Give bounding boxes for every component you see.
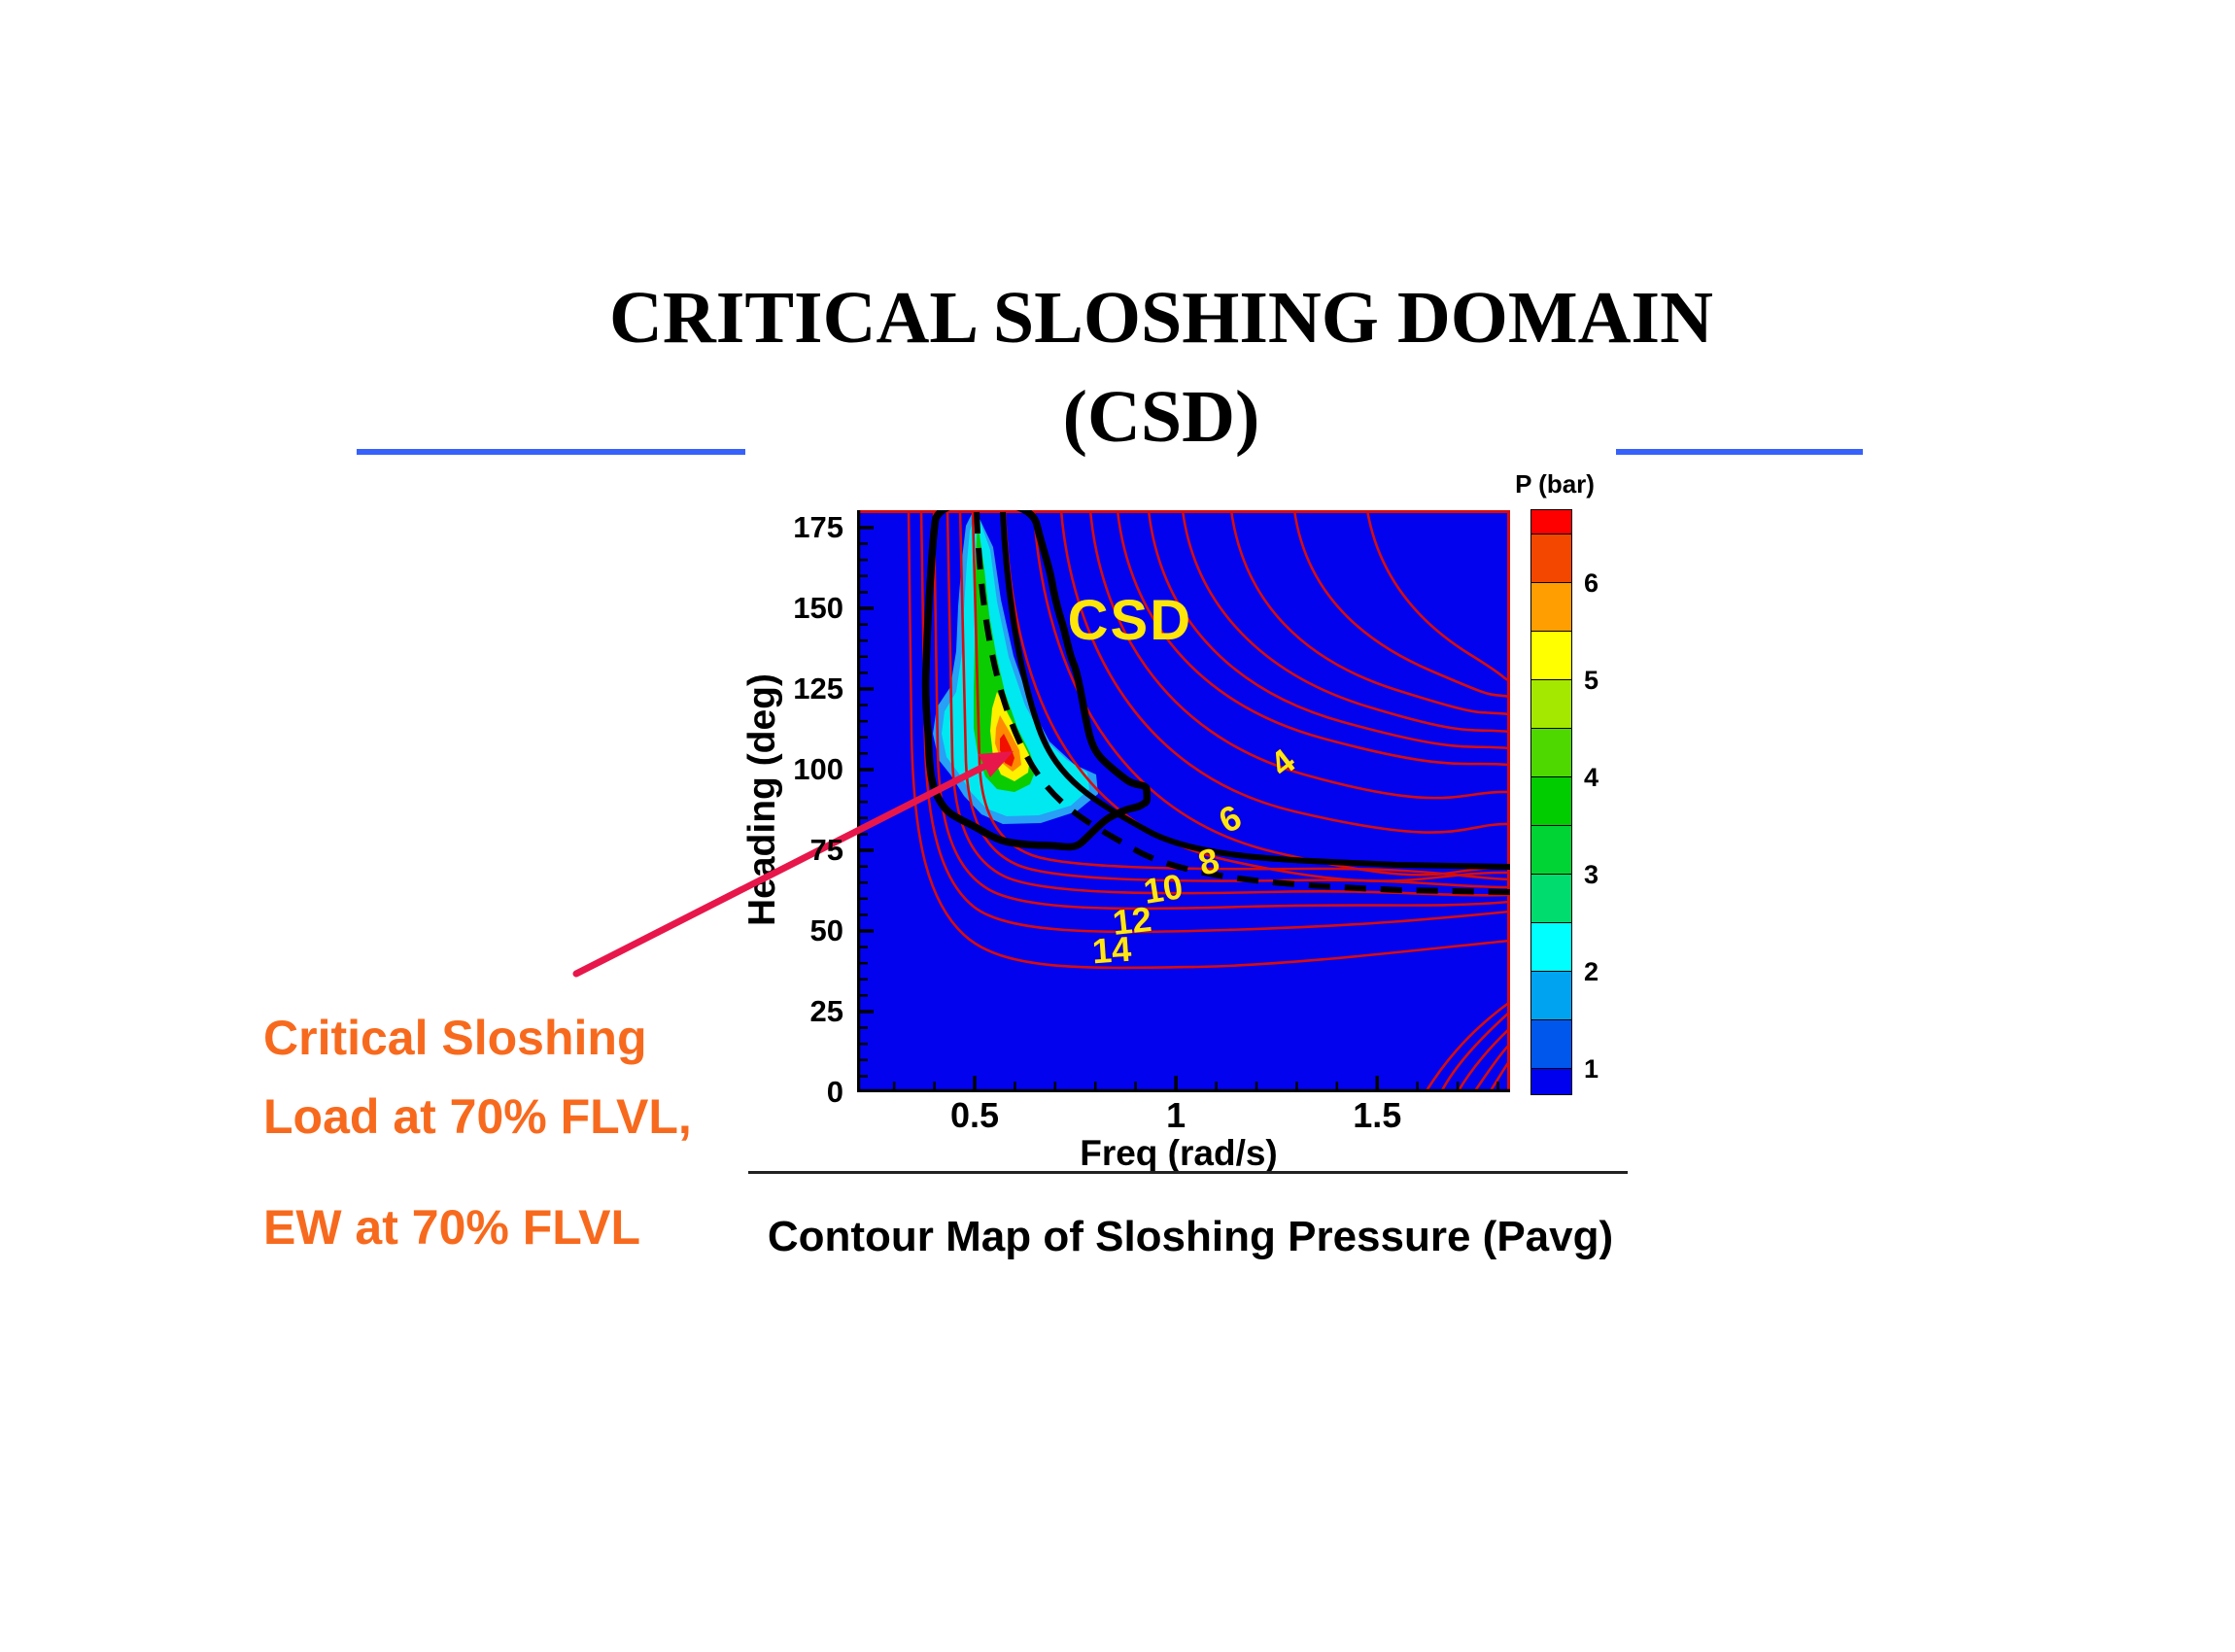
arrow-line bbox=[572, 758, 997, 978]
colorbar-segment bbox=[1530, 728, 1572, 777]
annotation-line-3: EW at 70% FLVL bbox=[263, 1200, 641, 1255]
colorbar-tick-label: 6 bbox=[1584, 568, 1599, 598]
colorbar-segment bbox=[1530, 1068, 1572, 1095]
slide-title-line-2: (CSD) bbox=[1062, 376, 1260, 458]
contour-value-label: 14 bbox=[1090, 928, 1133, 972]
arrow-head bbox=[979, 751, 1014, 777]
limit-curve-solid bbox=[1000, 511, 1510, 870]
colorbar-segment bbox=[1530, 922, 1572, 972]
colorbar-tick-label: 5 bbox=[1584, 666, 1599, 695]
colorbar-segment bbox=[1530, 776, 1572, 826]
colorbar-segment bbox=[1530, 509, 1572, 534]
contour-lines bbox=[907, 510, 1510, 1092]
colorbar-segment bbox=[1530, 679, 1572, 729]
colorbar-segment bbox=[1530, 631, 1572, 680]
colorbar-tick-label: 2 bbox=[1584, 957, 1599, 986]
y-tick-label: 25 bbox=[809, 993, 843, 1028]
y-tick-label: 75 bbox=[809, 832, 843, 867]
x-axis-ticks bbox=[892, 1076, 1499, 1089]
colorbar-segment bbox=[1530, 582, 1572, 632]
y-tick-label: 50 bbox=[809, 912, 843, 947]
colorbar-segment bbox=[1530, 825, 1572, 875]
y-tick-label: 100 bbox=[793, 751, 843, 786]
annotation-line-1: Critical Sloshing bbox=[263, 1011, 647, 1065]
colorbar-segment bbox=[1530, 874, 1572, 923]
y-tick-label: 175 bbox=[793, 509, 843, 544]
figure-separator-line bbox=[748, 1171, 1628, 1174]
accent-rule-right bbox=[1616, 449, 1863, 455]
contour-plot-area bbox=[857, 510, 1510, 1092]
limit-curve-dashed bbox=[974, 511, 1510, 895]
annotation-line-2: Load at 70% FLVL, bbox=[263, 1089, 692, 1144]
contour-plot-svg bbox=[857, 510, 1510, 1092]
slide-title-line-1: CRITICAL SLOSHING DOMAIN bbox=[609, 277, 1713, 359]
colorbar-title: P (bar) bbox=[1515, 469, 1595, 499]
accent-rule-left bbox=[357, 449, 745, 455]
y-tick-label: 150 bbox=[793, 590, 843, 625]
region-label-csd: CSD bbox=[1067, 589, 1193, 653]
csd-boundary-curve bbox=[921, 510, 1152, 851]
y-axis-ticks bbox=[860, 526, 874, 1092]
colorbar-segment bbox=[1530, 1019, 1572, 1069]
x-tick-label: 1 bbox=[1166, 1095, 1186, 1135]
x-tick-label: 0.5 bbox=[949, 1095, 999, 1135]
colorbar-tick-label: 3 bbox=[1584, 860, 1599, 889]
colorbar-segment bbox=[1530, 533, 1572, 583]
annotation-arrow bbox=[572, 751, 1014, 978]
hotspot-band-green bbox=[974, 521, 1036, 792]
y-tick-label: 125 bbox=[793, 671, 843, 706]
annotation-text: Critical Sloshing Load at 70% FLVL, bbox=[263, 999, 769, 1156]
x-tick-label: 1.5 bbox=[1353, 1095, 1402, 1135]
colorbar-segment bbox=[1530, 971, 1572, 1020]
y-tick-label: 0 bbox=[826, 1075, 843, 1109]
figure-caption: Contour Map of Sloshing Pressure (Pavg) bbox=[767, 1213, 1614, 1260]
colorbar bbox=[1530, 509, 1572, 1095]
colorbar-tick-label: 1 bbox=[1584, 1054, 1599, 1084]
colorbar-tick-label: 4 bbox=[1584, 763, 1599, 792]
x-axis-title: Freq (rad/s) bbox=[1080, 1133, 1278, 1173]
